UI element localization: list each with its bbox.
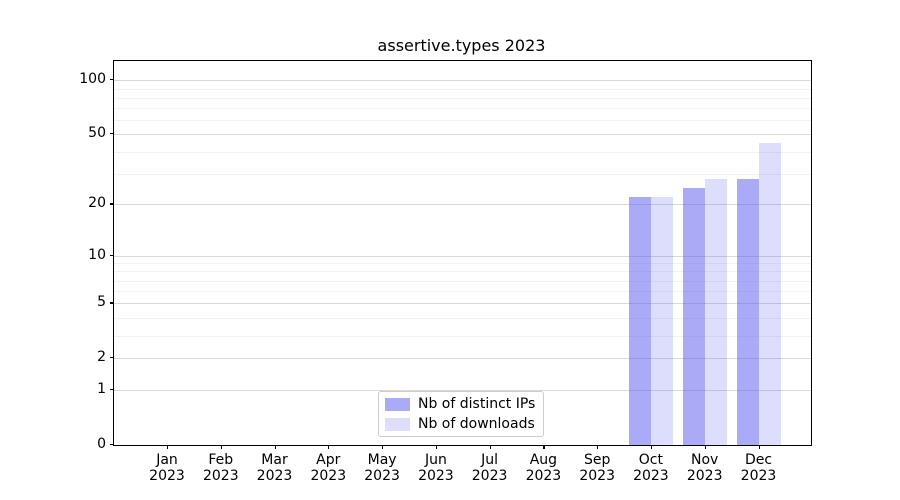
y-tick-label: 5 xyxy=(97,294,106,311)
x-tick-mark xyxy=(220,445,222,449)
x-tick-mark xyxy=(167,445,169,449)
y-gridline-major xyxy=(114,204,811,206)
x-tick-mark xyxy=(650,445,653,449)
x-tick-label-year: 2023 xyxy=(633,468,669,484)
downloads-swatch-icon xyxy=(385,417,410,431)
x-tick-label-year: 2023 xyxy=(579,468,615,484)
y-gridline-minor xyxy=(114,280,811,282)
x-tick-label-year: 2023 xyxy=(256,468,293,484)
legend-item-downloads: Nb of downloads xyxy=(385,416,537,433)
x-tick-label-year: 2023 xyxy=(149,468,185,484)
y-gridline-minor xyxy=(114,335,811,337)
x-tick-label: Jan 2023 xyxy=(135,452,199,484)
x-tick-label-month: Oct xyxy=(638,452,663,468)
y-gridline-minor xyxy=(114,173,811,175)
legend-item-distinct-ips: Nb of distinct IPs xyxy=(385,396,537,413)
x-tick-mark xyxy=(328,445,330,449)
y-tick-mark xyxy=(110,133,114,135)
bar-downloads xyxy=(651,197,674,445)
bar-downloads xyxy=(759,142,781,445)
y-gridline-minor xyxy=(114,120,811,122)
y-tick-mark xyxy=(110,302,114,304)
y-tick-label: 1 xyxy=(97,381,106,398)
bar-distinct-ips xyxy=(629,197,652,445)
y-tick-label: 0 xyxy=(97,436,106,452)
y-tick-label: 100 xyxy=(79,71,106,88)
x-tick-label-year: 2023 xyxy=(686,468,723,484)
bar-distinct-ips xyxy=(683,187,706,445)
x-tick-label-month: Sep xyxy=(583,452,611,468)
y-gridline-minor xyxy=(114,108,811,110)
x-tick-label: Oct 2023 xyxy=(619,452,683,484)
y-gridline-major xyxy=(114,303,811,305)
y-gridline-major xyxy=(114,134,811,136)
x-tick-label-year: 2023 xyxy=(740,468,777,484)
x-tick-label-month: Apr xyxy=(316,452,341,468)
y-gridline-minor xyxy=(114,271,811,273)
x-tick-label: May 2023 xyxy=(350,452,414,484)
y-tick-label: 10 xyxy=(88,246,106,263)
bar-downloads xyxy=(705,178,728,445)
x-tick-label-month: Jul xyxy=(481,452,499,468)
x-tick-mark xyxy=(274,445,276,449)
x-tick-label: Apr 2023 xyxy=(296,452,360,484)
x-tick-label-year: 2023 xyxy=(525,468,562,484)
x-tick-mark xyxy=(758,445,760,449)
x-tick-label-month: May xyxy=(367,452,397,468)
x-tick-label: Feb 2023 xyxy=(189,452,253,484)
x-tick-label-month: Mar xyxy=(261,452,288,468)
x-tick-label-year: 2023 xyxy=(418,468,454,484)
x-tick-mark xyxy=(489,445,491,449)
x-tick-mark xyxy=(543,445,545,449)
x-tick-mark xyxy=(382,445,384,449)
x-tick-label: Dec 2023 xyxy=(727,452,791,484)
y-gridline-major xyxy=(114,390,811,392)
x-tick-label-month: Nov xyxy=(691,452,719,468)
legend-label-downloads: Nb of downloads xyxy=(418,416,535,432)
x-tick-label: Sep 2023 xyxy=(565,452,629,484)
plot-area xyxy=(113,60,812,446)
distinct-ips-swatch-icon xyxy=(385,397,410,411)
x-tick-label: Jun 2023 xyxy=(404,452,468,484)
y-gridline-minor xyxy=(114,88,811,90)
y-gridline-major xyxy=(114,255,811,257)
x-tick-mark xyxy=(597,445,599,449)
y-gridline-major xyxy=(114,358,811,360)
y-gridline-minor xyxy=(114,317,811,319)
x-tick-label-month: Feb xyxy=(208,452,234,468)
y-tick-mark xyxy=(110,203,114,205)
chart-title: assertive.types 2023 xyxy=(377,36,546,55)
y-tick-mark xyxy=(110,389,114,391)
x-tick-label-month: Aug xyxy=(529,452,558,468)
x-tick-label-year: 2023 xyxy=(364,468,400,484)
y-tick-label: 2 xyxy=(97,349,106,366)
legend-label-distinct-ips: Nb of distinct IPs xyxy=(418,396,536,412)
x-tick-mark xyxy=(704,445,706,449)
x-tick-label-month: Jan xyxy=(156,452,178,468)
x-tick-label-year: 2023 xyxy=(471,468,508,484)
y-tick-mark xyxy=(110,357,114,359)
bar-distinct-ips xyxy=(737,178,759,445)
x-tick-label-month: Dec xyxy=(744,452,773,468)
y-tick-mark xyxy=(110,254,114,256)
x-tick-label-year: 2023 xyxy=(310,468,347,484)
x-tick-label: Aug 2023 xyxy=(511,452,575,484)
y-tick-mark xyxy=(110,444,114,446)
x-tick-label-year: 2023 xyxy=(202,468,239,484)
x-tick-label-month: Jun xyxy=(424,452,447,468)
x-tick-label: Mar 2023 xyxy=(243,452,307,484)
y-tick-label: 20 xyxy=(88,195,106,212)
y-gridline-minor xyxy=(114,97,811,99)
y-gridline-minor xyxy=(114,263,811,265)
y-gridline-minor xyxy=(114,291,811,293)
x-tick-label: Jul 2023 xyxy=(458,452,522,484)
x-tick-label: Nov 2023 xyxy=(673,452,737,484)
y-tick-mark xyxy=(110,79,114,81)
y-gridline-minor xyxy=(114,151,811,153)
legend-box: Nb of distinct IPs Nb of downloads xyxy=(378,391,544,437)
y-gridline-major xyxy=(114,80,811,82)
x-tick-mark xyxy=(435,445,438,449)
y-tick-label: 50 xyxy=(88,125,106,142)
